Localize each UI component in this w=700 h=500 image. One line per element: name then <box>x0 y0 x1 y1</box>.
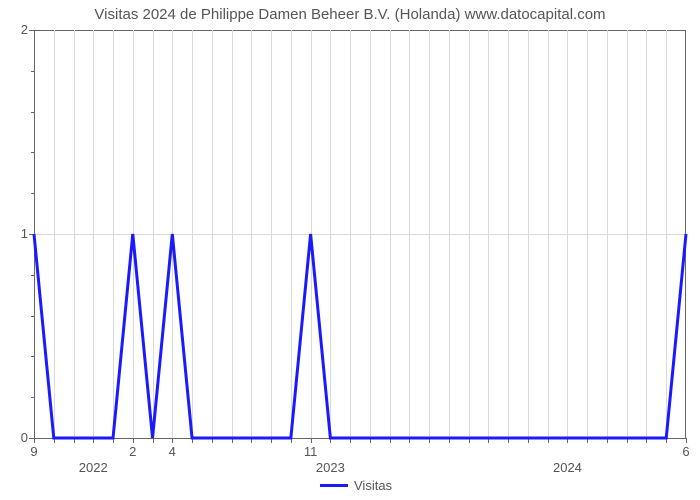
line-series <box>0 0 700 500</box>
series-polyline <box>34 234 686 438</box>
chart-container: Visitas 2024 de Philippe Damen Beheer B.… <box>0 0 700 500</box>
